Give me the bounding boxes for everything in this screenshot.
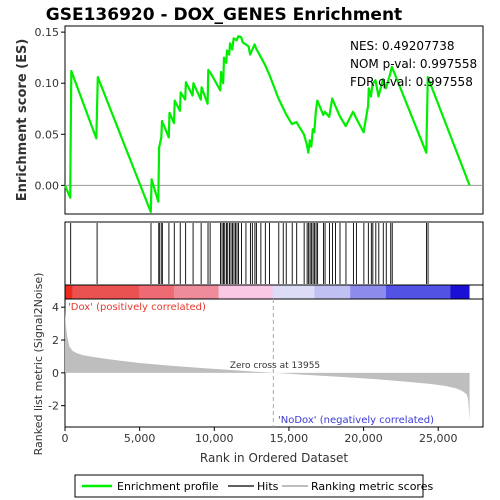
es-y-ticks: 0.00 0.05 0.10 0.15 bbox=[35, 26, 65, 192]
x-tick-label: 10,000 bbox=[195, 432, 234, 445]
heatbar-segment bbox=[139, 285, 174, 299]
metric-panel: -2 0 2 4 0 5,000 10,000 15,000 20,000 25,000 'Do… bbox=[32, 273, 484, 465]
metric-y-tick-label: 2 bbox=[52, 334, 59, 347]
hits-panel bbox=[64, 221, 484, 286]
es-y-tick-label: 0.00 bbox=[35, 179, 60, 192]
metric-y-tick-label: 4 bbox=[52, 301, 59, 314]
x-axis-label: Rank in Ordered Dataset bbox=[200, 451, 348, 465]
chart-title: GSE136920 - DOX_GENES Enrichment bbox=[46, 5, 402, 25]
es-y-tick-label: 0.10 bbox=[35, 77, 60, 90]
metric-y-tick-label: 0 bbox=[52, 367, 59, 380]
neg-correlated-label: 'NoDox' (negatively correlated) bbox=[278, 415, 434, 426]
heatbar-segment bbox=[450, 285, 470, 299]
legend-hits-label: Hits bbox=[257, 480, 279, 493]
heatbar-segment bbox=[65, 285, 73, 299]
hit-ticks bbox=[70, 223, 429, 284]
metric-y-tick-label: -2 bbox=[48, 400, 59, 413]
heatbar-segment bbox=[272, 285, 315, 299]
heatbar-segments bbox=[65, 285, 470, 299]
heatbar-segment bbox=[314, 285, 351, 299]
es-panel: 0.00 0.05 0.10 0.15 NES: 0.49207738 NOM p-v… bbox=[15, 25, 484, 215]
heatbar-segment bbox=[350, 285, 386, 299]
heatbar-segment bbox=[173, 285, 219, 299]
metric-y-ticks: -2 0 2 4 bbox=[48, 301, 65, 413]
hits-frame bbox=[64, 221, 484, 286]
x-tick-label: 15,000 bbox=[270, 432, 309, 445]
legend-metric-label: Ranking metric scores bbox=[311, 480, 433, 493]
x-axis-ticks: 0 5,000 10,000 15,000 20,000 25,000 bbox=[62, 427, 458, 445]
metric-y-axis-label: Ranked list metric (Signal2Noise) bbox=[32, 273, 45, 456]
fdr-qval-label: FDR q-val: 0.997558 bbox=[350, 75, 473, 89]
heatbar-segment bbox=[72, 285, 140, 299]
heatbar-segment bbox=[385, 285, 451, 299]
ranking-metric-area bbox=[65, 310, 470, 421]
enrichment-profile-line bbox=[63, 35, 471, 214]
nes-label: NES: 0.49207738 bbox=[350, 39, 455, 53]
x-tick-label: 0 bbox=[62, 432, 69, 445]
es-y-tick-label: 0.05 bbox=[35, 128, 60, 141]
x-tick-label: 5,000 bbox=[124, 432, 156, 445]
x-tick-label: 25,000 bbox=[419, 432, 458, 445]
rank-heatbar bbox=[64, 284, 484, 300]
es-y-axis-label: Enrichment score (ES) bbox=[15, 39, 30, 202]
zero-cross-text: Zero cross at 13955 bbox=[230, 361, 320, 371]
x-tick-label: 20,000 bbox=[344, 432, 383, 445]
es-y-tick-label: 0.15 bbox=[35, 26, 60, 39]
pos-correlated-label: 'Dox' (positively correlated) bbox=[68, 302, 206, 313]
legend: Enrichment profile Hits Ranking metric s… bbox=[74, 474, 433, 498]
heatbar-segment bbox=[218, 285, 273, 299]
nom-pval-label: NOM p-val: 0.997558 bbox=[350, 57, 477, 71]
legend-enrichment-label: Enrichment profile bbox=[117, 480, 219, 493]
